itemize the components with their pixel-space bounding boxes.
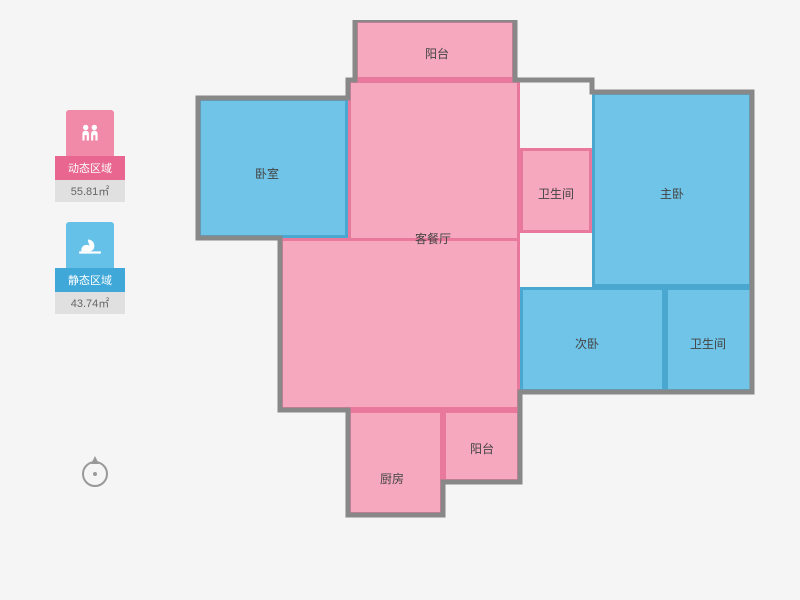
sleep-icon	[66, 222, 114, 270]
people-icon	[66, 110, 114, 158]
legend-dynamic: 动态区域 55.81㎡	[55, 110, 125, 202]
room-balcony-top	[355, 20, 515, 80]
room-bathroom-top	[520, 148, 592, 233]
room-balcony-bottom	[443, 410, 520, 482]
legend-static: 静态区域 43.74㎡	[55, 222, 125, 314]
legend-static-value: 43.74㎡	[55, 292, 125, 314]
legend-panel: 动态区域 55.81㎡ 静态区域 43.74㎡	[55, 110, 125, 334]
room-living-ext	[280, 238, 520, 410]
room-master-bedroom	[592, 92, 752, 287]
room-second-bedroom	[520, 287, 665, 392]
legend-static-label: 静态区域	[55, 268, 125, 292]
floorplan-container: 阳台卧室客餐厅卫生间主卧次卧卫生间厨房阳台	[180, 20, 770, 520]
compass-icon	[75, 450, 115, 490]
legend-dynamic-value: 55.81㎡	[55, 180, 125, 202]
room-kitchen	[348, 410, 443, 515]
legend-dynamic-label: 动态区域	[55, 156, 125, 180]
room-bedroom-left	[198, 98, 348, 238]
room-bathroom-right	[665, 287, 753, 392]
